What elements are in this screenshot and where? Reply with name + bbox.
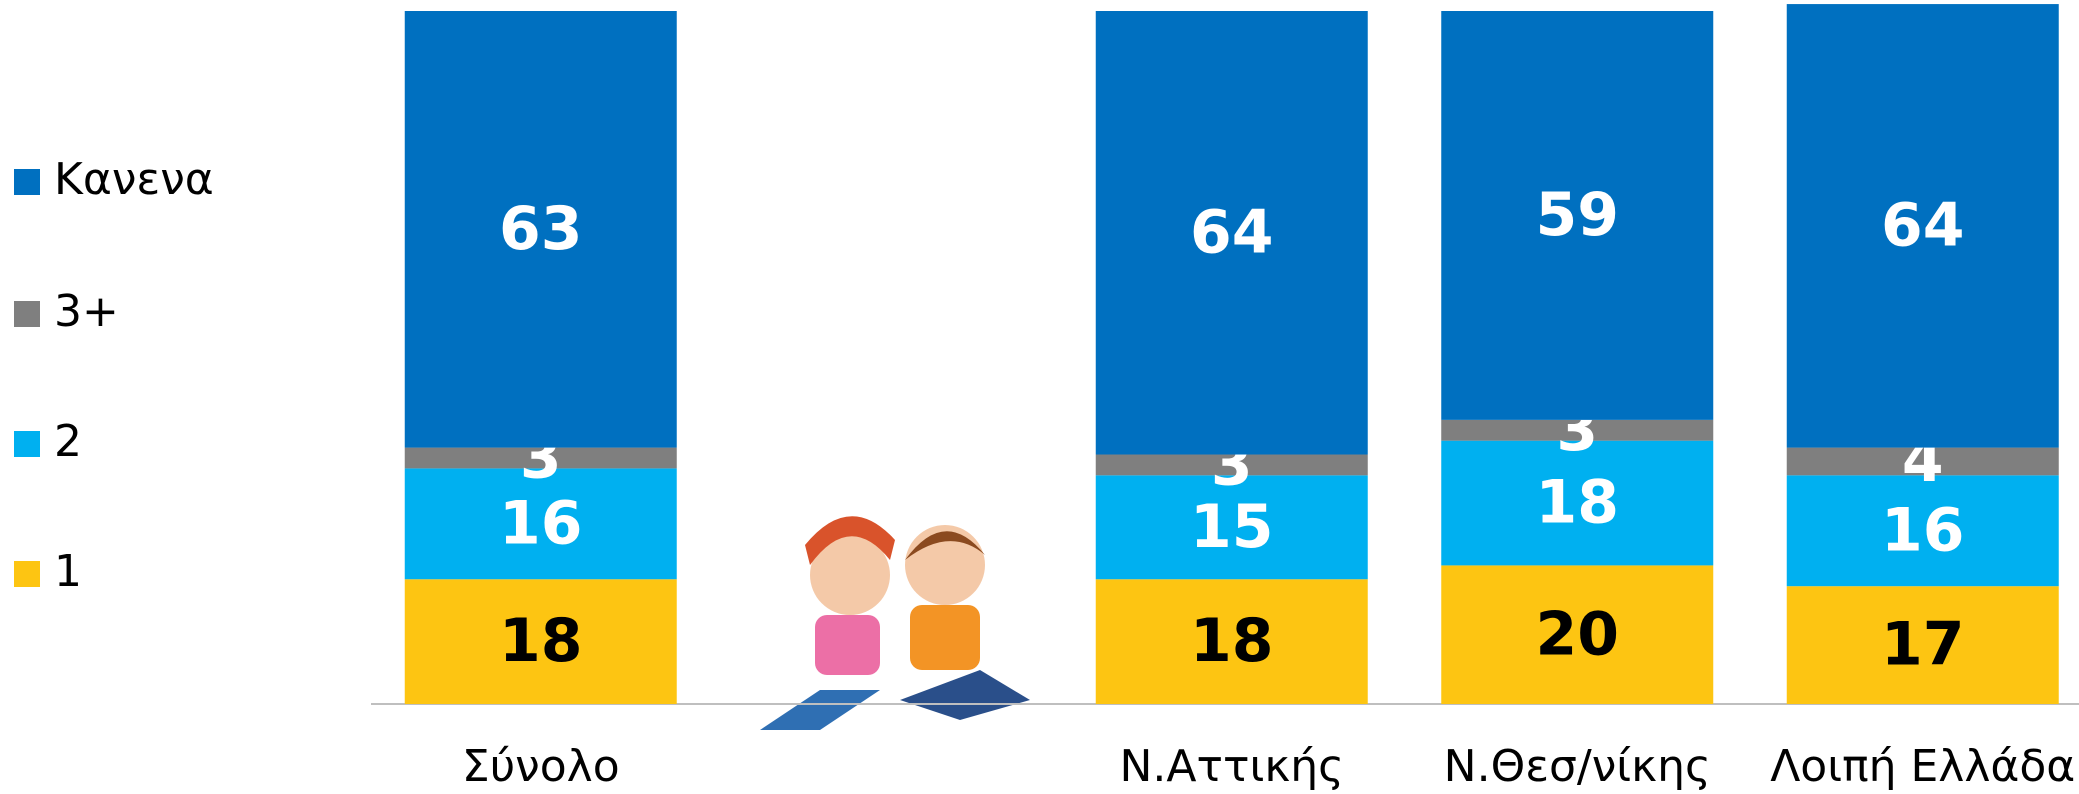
value-label: 20 [1536, 599, 1620, 669]
value-label: 18 [499, 606, 583, 676]
legend-swatch [14, 431, 40, 457]
value-label: 15 [1190, 492, 1274, 562]
value-label: 64 [1190, 197, 1274, 267]
legend-swatch [14, 169, 40, 195]
x-tick-label: Λοιπή Ελλάδα [1770, 741, 2075, 792]
legend-swatch [14, 561, 40, 587]
x-tick-label: Σύνολο [462, 741, 620, 792]
x-tick-label: Ν.Θεσ/νίκης [1444, 741, 1711, 792]
value-label: 17 [1881, 610, 1965, 680]
value-label: 63 [499, 194, 583, 264]
value-label: 59 [1536, 180, 1620, 250]
value-label: 18 [1190, 606, 1274, 676]
legend-label: 1 [54, 546, 82, 597]
legend-label: Κανενα [54, 154, 214, 205]
chart: 123+ΚανεναΣύνολο1816363Ν.Αττικής1815364Ν… [0, 0, 2079, 794]
legend-label: 3+ [54, 286, 119, 337]
page: 123+ΚανεναΣύνολο1816363Ν.Αττικής1815364Ν… [0, 0, 2079, 794]
x-tick-label: Ν.Αττικής [1119, 741, 1344, 792]
illustration [760, 516, 1030, 730]
value-label: 16 [499, 488, 583, 558]
value-label: 64 [1881, 190, 1965, 260]
legend-swatch [14, 301, 40, 327]
value-label: 16 [1881, 495, 1965, 565]
legend-label: 2 [54, 416, 82, 467]
value-label: 18 [1536, 468, 1620, 538]
